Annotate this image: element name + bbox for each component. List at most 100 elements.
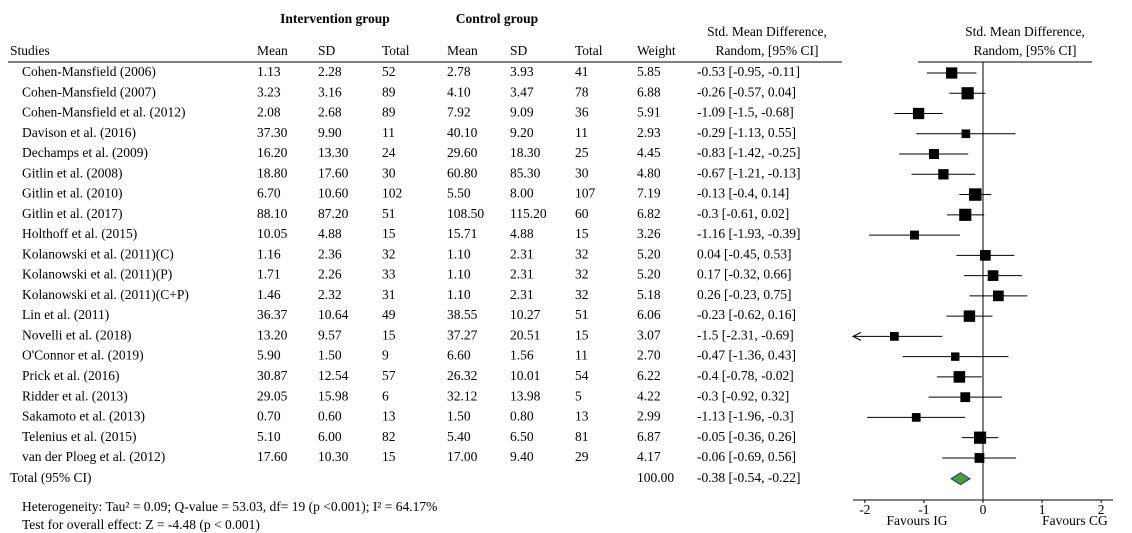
table-cell: 30.87 [257,368,288,383]
table-cell: 0.60 [318,409,342,424]
table-cell: 10.27 [510,307,541,322]
x-label: Favours CG [1042,513,1108,528]
table-cell: 13 [575,409,589,424]
table-cell: -0.3 [-0.92, 0.32] [697,388,789,403]
study-name: Cohen-Mansfield (2007) [22,84,156,99]
table-cell: 8.00 [510,186,534,201]
table-cell: 0.70 [257,409,281,424]
table-cell: 3.07 [637,327,661,342]
effect-square [960,392,971,403]
table-cell: 15.98 [318,388,349,403]
table-cell: 115.20 [510,206,547,221]
table-cell: 4.88 [318,226,342,241]
table-cell: 51 [575,307,589,322]
table-cell: 9.20 [510,125,534,140]
study-name: van der Ploeg et al. (2012) [22,449,165,464]
table-cell: -0.13 [-0.4, 0.14] [697,186,789,201]
table-cell: 87.20 [318,206,349,221]
table-cell: 6.22 [637,368,661,383]
x-tick-label: -1 [918,502,929,517]
table-cell: 15 [575,327,589,342]
table-cell: 13.98 [510,388,541,403]
x-tick-label: 1 [1039,502,1046,517]
effect-square [912,107,925,120]
table-cell: 29 [575,449,589,464]
table-cell: 49 [382,307,396,322]
table-cell: 18.30 [510,145,541,160]
study-name: Davison et al. (2016) [22,125,136,140]
study-name: Telenius et al. (2015) [22,429,137,444]
table-cell: 17.60 [257,449,288,464]
study-name: O'Connor et al. (2019) [22,348,144,363]
table-cell: 3.93 [510,64,534,79]
table-cell: 1.56 [510,348,534,363]
table-cell: 1.50 [447,409,471,424]
table-cell: 18.80 [257,165,288,180]
table-cell: -0.23 [-0.62, 0.16] [697,307,796,322]
table-cell: 0.26 [-0.23, 0.75] [697,287,792,302]
table-cell: 9.40 [510,449,534,464]
study-name: Prick et al. (2016) [22,368,119,383]
table-cell: 2.08 [257,105,281,120]
study-name: Sakamoto et al. (2013) [22,409,145,424]
effect-square [980,250,991,261]
table-cell: 2.99 [637,409,661,424]
table-cell: 11 [575,348,588,363]
table-cell: 57 [382,368,396,383]
table-cell: 36.37 [257,307,288,322]
x-tick-label: -2 [859,502,870,517]
table-cell: 4.17 [637,449,661,464]
table-cell: 40.10 [447,125,478,140]
table-cell: 2.70 [637,348,661,363]
effect-square [911,413,921,422]
table-cell: 4.22 [637,388,661,403]
table-cell: 2.78 [447,64,471,79]
table-cell: 6.00 [318,429,342,444]
table-cell: 3.47 [510,84,534,99]
table-cell: 30 [382,165,396,180]
study-name: Kolanowski et al. (2011)(P) [22,267,172,282]
table-cell: 0.04 [-0.45, 0.53] [697,246,792,261]
table-cell: 4.80 [637,165,661,180]
chart-title: Random, [95% CI] [973,43,1076,58]
table-cell: 9.09 [510,105,534,120]
table-cell: 2.68 [318,105,342,120]
table-cell: 37.30 [257,125,288,140]
total-weight: 100.00 [637,470,674,485]
table-cell: 13.20 [257,327,288,342]
table-cell: 10.30 [318,449,349,464]
table-cell: 6.82 [637,206,661,221]
effect-square [909,230,919,240]
study-name: Gitlin et al. (2010) [22,186,122,201]
effect-square [938,169,949,180]
table-cell: 2.31 [510,287,534,302]
table-cell: 2.31 [510,246,534,261]
table-cell: 0.80 [510,409,534,424]
table-cell: -1.5 [-2.31, -0.69] [697,327,794,342]
study-name: Gitlin et al. (2008) [22,165,122,180]
table-cell: -0.83 [-1.42, -0.25] [697,145,800,160]
study-name: Ridder et al. (2013) [22,388,128,403]
table-cell: 4.45 [637,145,661,160]
table-cell: 29.05 [257,388,288,403]
table-cell: 60 [575,206,589,221]
heterogeneity: Heterogeneity: Tau² = 0.09; Q-value = 53… [22,499,437,514]
x-tick-label: 2 [1098,502,1105,517]
table-cell: -0.67 [-1.21, -0.13] [697,165,800,180]
study-name: Kolanowski et al. (2011)(C) [22,246,174,261]
column-header: Mean [447,43,478,58]
table-cell: 1.16 [257,246,281,261]
table-cell: 1.50 [318,348,342,363]
study-name: Holthoff et al. (2015) [22,226,137,241]
table-cell: 2.26 [318,267,342,282]
table-cell: -0.47 [-1.36, 0.43] [697,348,796,363]
table-cell: 11 [382,125,395,140]
table-cell: 3.26 [637,226,661,241]
table-cell: 51 [382,206,396,221]
table-cell: 3.16 [318,84,342,99]
table-cell: 5.50 [447,186,471,201]
table-cell: 32 [382,246,396,261]
table-cell: 1.10 [447,287,471,302]
table-cell: 5.18 [637,287,661,302]
